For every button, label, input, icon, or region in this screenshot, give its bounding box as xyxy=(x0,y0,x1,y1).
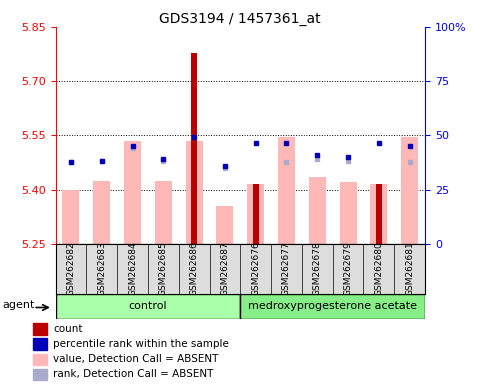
Bar xyxy=(253,184,259,244)
Bar xyxy=(56,294,241,319)
Bar xyxy=(309,177,326,244)
Text: agent: agent xyxy=(3,300,35,310)
Bar xyxy=(124,141,141,244)
Bar xyxy=(370,184,387,244)
Text: GSM262679: GSM262679 xyxy=(343,242,353,296)
Bar xyxy=(241,294,425,319)
Text: medroxyprogesterone acetate: medroxyprogesterone acetate xyxy=(248,301,417,311)
Text: GSM262678: GSM262678 xyxy=(313,242,322,296)
Bar xyxy=(247,184,264,244)
Text: value, Detection Call = ABSENT: value, Detection Call = ABSENT xyxy=(53,354,218,364)
Bar xyxy=(33,354,47,365)
Text: GSM262681: GSM262681 xyxy=(405,242,414,296)
Text: GSM262677: GSM262677 xyxy=(282,242,291,296)
Text: count: count xyxy=(53,324,83,334)
Bar xyxy=(216,206,233,244)
Bar xyxy=(33,369,47,380)
Bar xyxy=(33,323,47,334)
Text: control: control xyxy=(128,301,167,311)
Bar xyxy=(33,338,47,350)
Text: GSM262676: GSM262676 xyxy=(251,242,260,296)
Bar xyxy=(340,182,356,244)
Bar xyxy=(185,141,202,244)
Text: rank, Detection Call = ABSENT: rank, Detection Call = ABSENT xyxy=(53,369,213,379)
Text: GSM262682: GSM262682 xyxy=(67,242,75,296)
Bar xyxy=(155,180,172,244)
Title: GDS3194 / 1457361_at: GDS3194 / 1457361_at xyxy=(159,12,321,26)
Text: GSM262687: GSM262687 xyxy=(220,242,229,296)
Bar xyxy=(401,137,418,244)
Bar xyxy=(191,53,197,244)
Bar xyxy=(93,180,110,244)
Bar xyxy=(278,137,295,244)
Text: GSM262685: GSM262685 xyxy=(159,242,168,296)
Text: GSM262684: GSM262684 xyxy=(128,242,137,296)
Text: GSM262680: GSM262680 xyxy=(374,242,384,296)
Text: GSM262686: GSM262686 xyxy=(190,242,199,296)
Bar xyxy=(376,184,382,244)
Text: percentile rank within the sample: percentile rank within the sample xyxy=(53,339,229,349)
Bar xyxy=(62,190,79,244)
Text: GSM262683: GSM262683 xyxy=(97,242,106,296)
